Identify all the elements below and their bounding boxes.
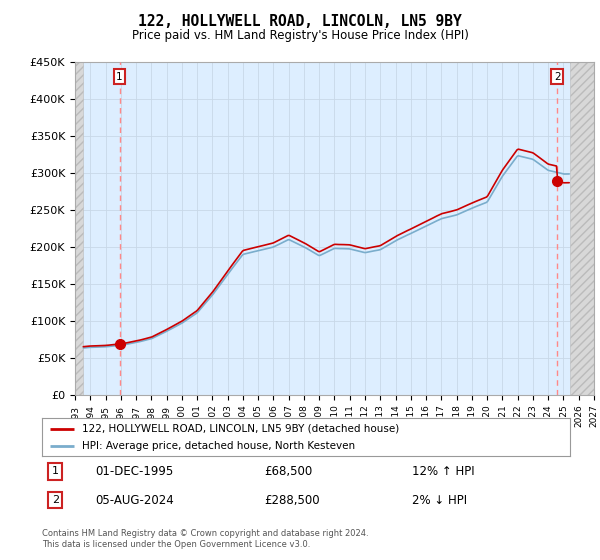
Text: 01-DEC-1995: 01-DEC-1995 [95, 465, 173, 478]
Text: 1: 1 [116, 72, 123, 82]
Bar [569, 62, 594, 395]
Text: Price paid vs. HM Land Registry's House Price Index (HPI): Price paid vs. HM Land Registry's House … [131, 29, 469, 42]
Text: 12% ↑ HPI: 12% ↑ HPI [412, 465, 474, 478]
Bar [75, 62, 83, 395]
Text: 2: 2 [52, 495, 59, 505]
Text: Contains HM Land Registry data © Crown copyright and database right 2024.
This d: Contains HM Land Registry data © Crown c… [42, 529, 368, 549]
Text: HPI: Average price, detached house, North Kesteven: HPI: Average price, detached house, Nort… [82, 441, 355, 451]
Text: £68,500: £68,500 [264, 465, 312, 478]
Text: 05-AUG-2024: 05-AUG-2024 [95, 494, 173, 507]
Text: 2: 2 [554, 72, 560, 82]
Text: £288,500: £288,500 [264, 494, 319, 507]
Text: 122, HOLLYWELL ROAD, LINCOLN, LN5 9BY: 122, HOLLYWELL ROAD, LINCOLN, LN5 9BY [138, 14, 462, 29]
Text: 122, HOLLYWELL ROAD, LINCOLN, LN5 9BY (detached house): 122, HOLLYWELL ROAD, LINCOLN, LN5 9BY (d… [82, 423, 399, 433]
Text: 1: 1 [52, 466, 59, 477]
Text: 2% ↓ HPI: 2% ↓ HPI [412, 494, 467, 507]
